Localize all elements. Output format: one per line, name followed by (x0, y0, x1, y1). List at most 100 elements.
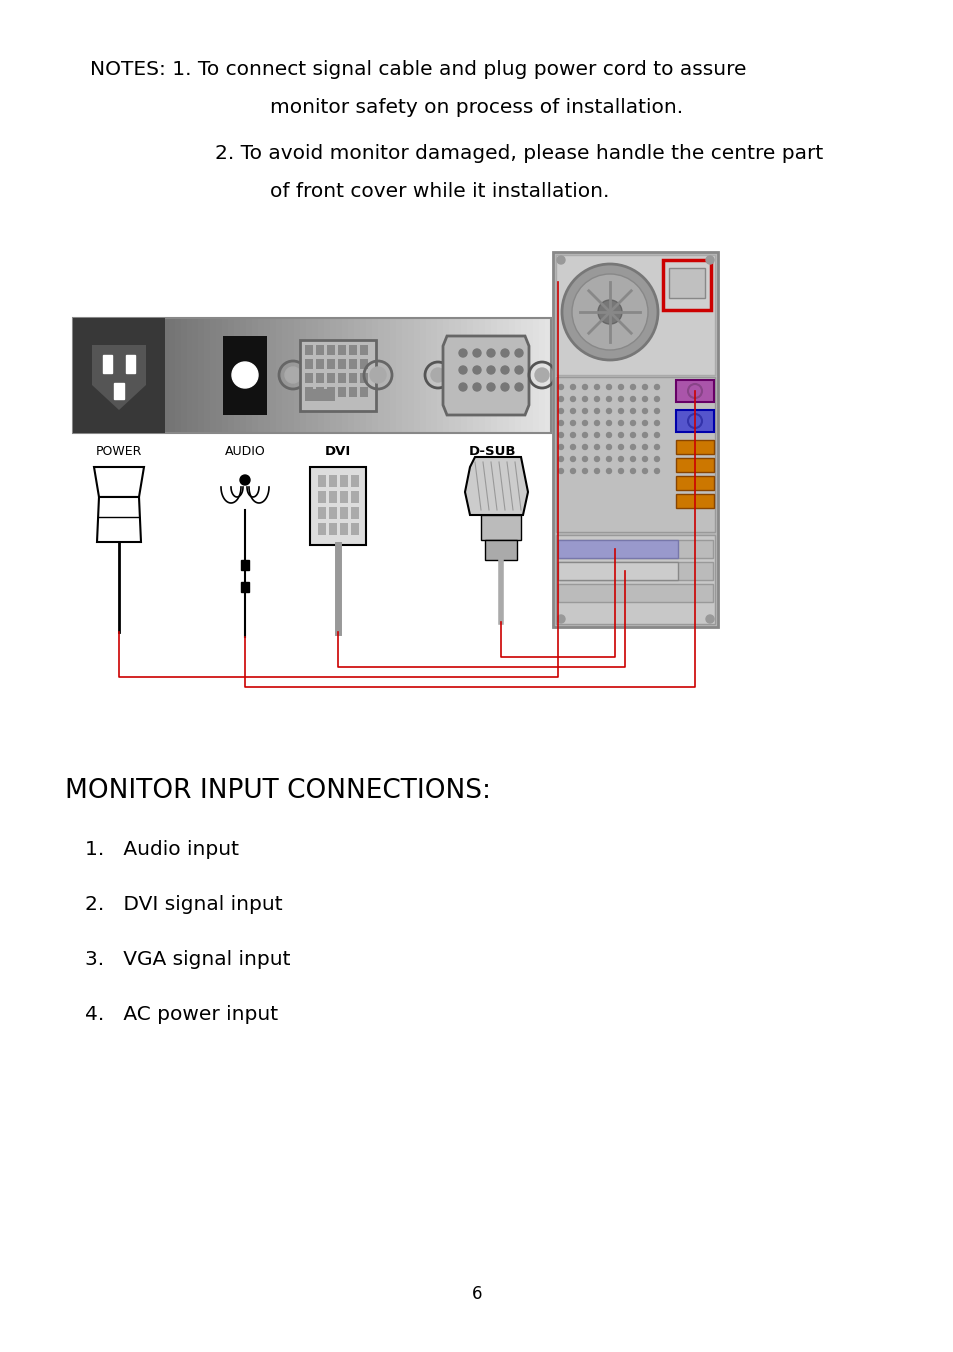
Circle shape (630, 445, 635, 449)
Bar (515, 318, 521, 433)
Circle shape (570, 457, 575, 461)
Bar (395, 318, 402, 433)
Bar (73, 318, 165, 433)
Bar (467, 318, 474, 433)
Bar (198, 318, 205, 433)
Bar (359, 373, 368, 383)
Circle shape (285, 366, 301, 383)
Bar (282, 318, 289, 433)
Circle shape (654, 420, 659, 426)
Bar (544, 318, 552, 433)
Bar (329, 491, 336, 503)
Circle shape (535, 368, 548, 383)
Polygon shape (442, 337, 529, 415)
Bar (478, 318, 486, 433)
Bar (455, 318, 462, 433)
Circle shape (570, 469, 575, 473)
Bar (228, 318, 235, 433)
Bar (337, 373, 346, 383)
Circle shape (630, 384, 635, 389)
Bar (204, 318, 212, 433)
Bar (317, 507, 326, 519)
Circle shape (582, 396, 587, 402)
Bar (216, 318, 223, 433)
Circle shape (606, 408, 611, 414)
Text: 6: 6 (471, 1284, 482, 1303)
Circle shape (570, 384, 575, 389)
Bar (327, 345, 335, 356)
Circle shape (705, 615, 713, 623)
Bar (329, 475, 336, 487)
Bar (300, 318, 307, 433)
Text: of front cover while it installation.: of front cover while it installation. (270, 183, 609, 201)
Bar (91, 318, 98, 433)
Bar (349, 387, 356, 397)
Bar (223, 337, 267, 415)
Bar (558, 562, 678, 580)
Circle shape (570, 420, 575, 426)
Bar (389, 318, 396, 433)
Circle shape (486, 366, 495, 375)
Bar (377, 318, 384, 433)
Circle shape (582, 420, 587, 426)
Bar (299, 339, 375, 411)
Circle shape (641, 433, 647, 438)
Circle shape (582, 433, 587, 438)
Bar (461, 318, 468, 433)
Bar (484, 539, 517, 560)
Bar (294, 318, 301, 433)
Circle shape (594, 384, 598, 389)
Circle shape (594, 469, 598, 473)
Text: 2.   DVI signal input: 2. DVI signal input (85, 895, 282, 914)
Bar (85, 318, 91, 433)
Bar (407, 318, 415, 433)
Circle shape (572, 274, 647, 350)
Bar (97, 318, 104, 433)
Circle shape (618, 433, 623, 438)
Bar (327, 360, 335, 369)
Bar (437, 318, 444, 433)
Bar (329, 507, 336, 519)
Bar (351, 523, 358, 535)
Circle shape (558, 445, 563, 449)
Bar (113, 383, 124, 399)
Circle shape (558, 433, 563, 438)
Circle shape (570, 445, 575, 449)
Bar (162, 318, 170, 433)
Bar (169, 318, 175, 433)
Text: AUDIO: AUDIO (224, 445, 265, 458)
Circle shape (606, 420, 611, 426)
Bar (73, 318, 551, 433)
Bar (556, 535, 714, 625)
Circle shape (618, 420, 623, 426)
Text: POWER: POWER (95, 445, 142, 458)
Bar (327, 387, 335, 397)
Bar (258, 318, 265, 433)
Bar (520, 318, 528, 433)
Bar (449, 318, 456, 433)
Bar (676, 458, 713, 472)
Circle shape (630, 396, 635, 402)
Bar (121, 318, 128, 433)
Bar (187, 318, 193, 433)
Circle shape (618, 396, 623, 402)
Bar (676, 493, 713, 508)
Bar (414, 318, 420, 433)
Bar (127, 318, 133, 433)
Circle shape (618, 457, 623, 461)
Bar (315, 360, 324, 369)
Circle shape (500, 349, 509, 357)
Text: 1.   Audio input: 1. Audio input (85, 840, 239, 859)
Bar (383, 318, 391, 433)
Bar (480, 515, 520, 539)
Bar (668, 268, 704, 297)
Bar (351, 491, 358, 503)
Bar (348, 318, 355, 433)
Bar (359, 387, 368, 397)
Bar (359, 345, 368, 356)
Circle shape (500, 366, 509, 375)
Circle shape (641, 457, 647, 461)
Bar (335, 318, 342, 433)
Bar (305, 360, 313, 369)
Bar (103, 318, 110, 433)
